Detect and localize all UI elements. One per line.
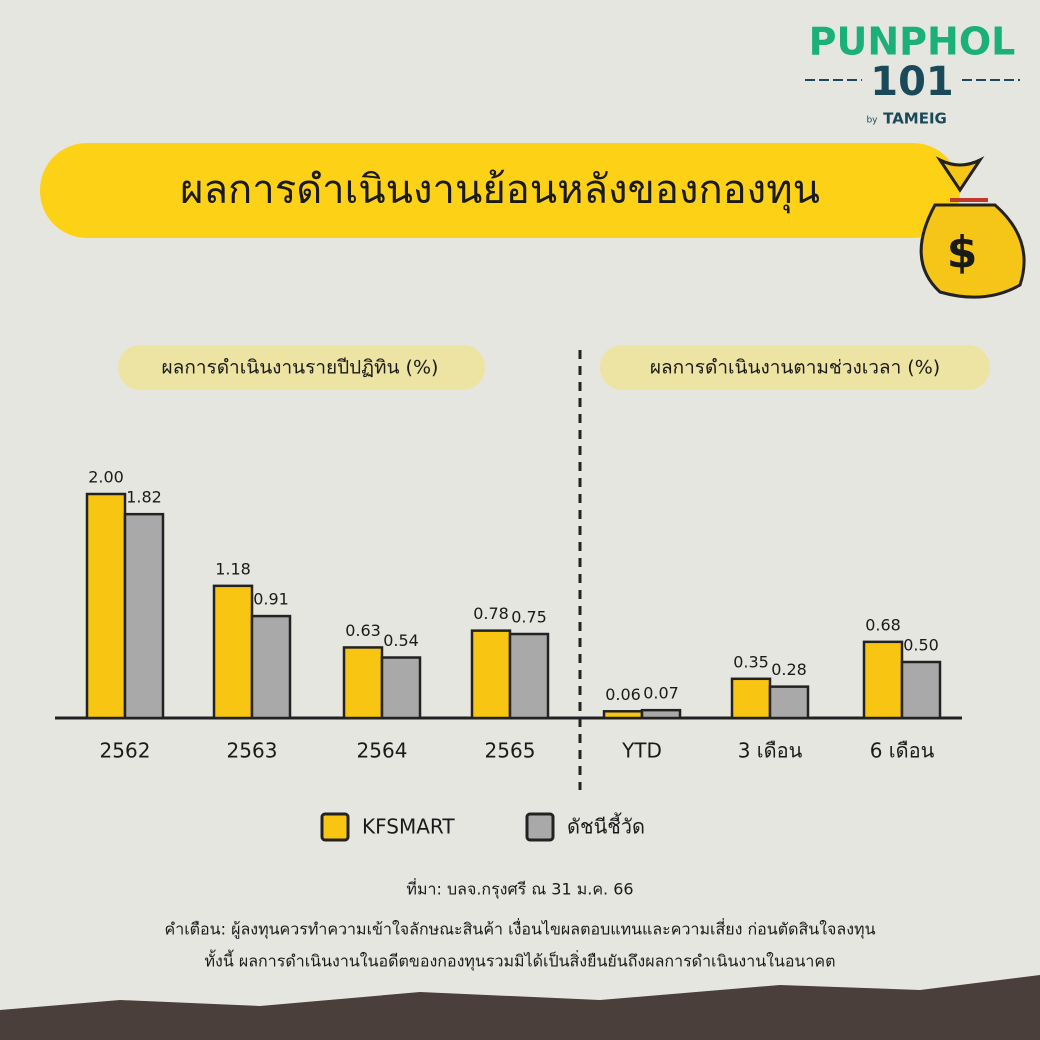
warning-note: คำเตือน: ผู้ลงทุนควรทำความเข้าใจลักษณะสิ… (165, 918, 876, 940)
value-label: 0.54 (383, 631, 419, 650)
brand-company: TAMEIG (883, 110, 947, 128)
value-label: 0.68 (865, 615, 901, 634)
value-label: 0.07 (643, 684, 679, 703)
torn-paper (0, 975, 1040, 1040)
value-label: 0.63 (345, 621, 381, 640)
panel-title: ผลการดำเนินงานรายปีปฏิทิน (%) (162, 357, 439, 379)
brand-by: by (866, 116, 878, 126)
svg-text:$: $ (947, 227, 978, 278)
bar (212, 584, 254, 720)
panel-title: ผลการดำเนินงานตามช่วงเวลา (%) (650, 357, 940, 379)
value-label: 0.78 (473, 604, 509, 623)
bar (508, 632, 550, 720)
x-tick-label: 2564 (357, 739, 408, 763)
legend-swatch (525, 812, 555, 842)
value-label: 0.50 (903, 636, 939, 655)
x-tick-label: 3 เดือน (738, 739, 803, 763)
legend-label: KFSMART (362, 815, 455, 839)
value-label: 2.00 (88, 468, 124, 487)
money-bag-icon: $ (919, 156, 1026, 299)
bar (768, 685, 810, 720)
bar (730, 677, 772, 720)
x-tick-label: 6 เดือน (870, 739, 935, 763)
source-note: ที่มา: บลจ.กรุงศรี ณ 31 ม.ค. 66 (406, 878, 633, 900)
value-label: 0.75 (511, 608, 547, 627)
bar (602, 710, 644, 720)
title-pill (40, 143, 960, 238)
bar (640, 708, 682, 720)
bar (470, 629, 512, 720)
x-tick-label: YTD (621, 739, 662, 763)
disclaimer-note: ทั้งนี้ ผลการดำเนินงานในอดีตของกองทุนรวม… (204, 950, 835, 972)
bar (250, 614, 292, 720)
bar (380, 656, 422, 720)
value-label: 0.35 (733, 652, 769, 671)
value-label: 1.82 (126, 488, 162, 507)
brand: PUNPHOL (809, 20, 1016, 64)
subtitle-pill (118, 345, 485, 390)
legend-label: ดัชนีชี้วัด (567, 813, 645, 839)
value-label: 0.28 (771, 660, 807, 679)
bar (862, 640, 904, 720)
x-tick-label: 2562 (100, 739, 151, 763)
subtitle-pill (600, 345, 990, 390)
bar (342, 646, 384, 720)
bar (900, 660, 942, 720)
x-tick-label: 2565 (485, 739, 536, 763)
legend-swatch (320, 812, 350, 842)
x-tick-label: 2563 (227, 739, 278, 763)
chart-title: ผลการดำเนินงานย้อนหลังของกองทุน (180, 167, 820, 214)
value-label: 0.91 (253, 590, 289, 609)
value-label: 0.06 (605, 685, 641, 704)
brand-number: 101 (870, 59, 954, 105)
bar (85, 492, 127, 720)
bar (123, 512, 165, 720)
value-label: 1.18 (215, 559, 251, 578)
